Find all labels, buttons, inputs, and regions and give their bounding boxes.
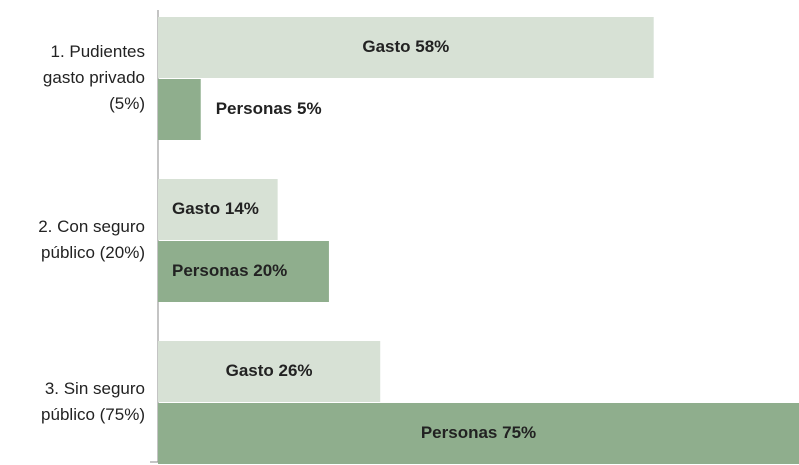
value-label: Personas 20% — [172, 261, 287, 280]
bar — [158, 79, 201, 140]
bar — [158, 179, 278, 240]
value-label: Gasto 58% — [362, 37, 449, 56]
value-label: Personas 75% — [421, 423, 536, 442]
category-label: 3. Sin seguro público (75%) — [41, 379, 145, 424]
category-label: 2. Con seguro público (20%) — [38, 217, 145, 262]
category-label: 1. Pudientes gasto privado (5%) — [42, 42, 145, 113]
value-label: Gasto 26% — [226, 361, 313, 380]
bar — [158, 341, 381, 402]
bar — [158, 241, 329, 302]
value-label: Gasto 14% — [172, 199, 259, 218]
bar — [158, 17, 654, 78]
bar — [158, 403, 799, 464]
value-label: Personas 5% — [216, 99, 322, 118]
